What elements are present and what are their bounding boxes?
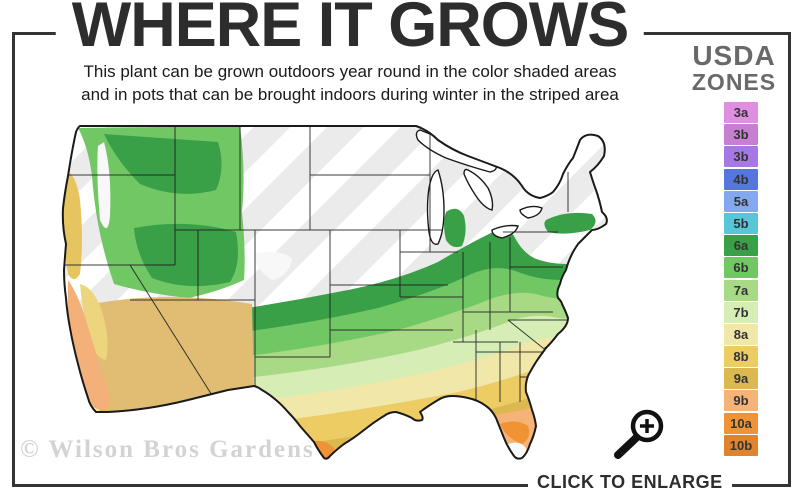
subtitle-line-2: and in pots that can be brought indoors … <box>81 84 619 104</box>
legend-zone-swatch: 5a <box>724 190 758 212</box>
oregon-coast-gold <box>62 170 82 279</box>
legend-zone-swatch: 10a <box>724 412 758 434</box>
magnifier-plus-icon[interactable] <box>607 404 671 466</box>
legend-zone-swatch: 8b <box>724 346 758 368</box>
usa-hardiness-zone-map[interactable] <box>48 112 673 474</box>
lake-ontario <box>519 205 543 219</box>
usda-heading-line-1: USDA <box>692 40 776 71</box>
legend-zone-swatch: 9a <box>724 368 758 390</box>
legend-zone-swatch: 7b <box>724 301 758 323</box>
zone-blob-10a-south-florida <box>500 421 530 444</box>
legend-zone-swatch: 9b <box>724 390 758 412</box>
california-coast-peach <box>68 280 110 410</box>
legend-zone-swatch: 7a <box>724 279 758 301</box>
subtitle-line-1: This plant can be grown outdoors year ro… <box>83 62 617 81</box>
legend-zone-swatch: 3b <box>724 146 758 168</box>
west-dark-green-south <box>134 223 238 287</box>
california-valley <box>80 284 108 360</box>
page-title: WHERE IT GROWS <box>55 0 645 58</box>
lake-huron <box>463 168 494 211</box>
legend-zone-swatch: 8a <box>724 323 758 345</box>
legend-zone-swatch: 4b <box>724 168 758 190</box>
subtitle: This plant can be grown outdoors year ro… <box>30 61 670 107</box>
us-outline <box>61 125 608 460</box>
new-england-coastal-green <box>544 212 596 234</box>
map-fill-layers <box>62 126 607 459</box>
watermark: © Wilson Bros Gardens <box>20 436 315 463</box>
cascades-white-patch <box>97 142 111 229</box>
legend-zone-swatch: 10b <box>724 434 758 456</box>
legend-zone-swatch: 6a <box>724 235 758 257</box>
michigan-green-tongue <box>444 208 466 248</box>
legend-zone-swatch: 3a <box>724 102 758 123</box>
rockies-white-patch <box>254 251 292 280</box>
west-dark-green-north <box>104 134 222 194</box>
usda-heading-line-2: ZONES <box>691 69 777 95</box>
click-to-enlarge-button[interactable]: CLICK TO ENLARGE <box>528 472 732 493</box>
usda-zone-legend: 3a 3b 3b 4b 5a 5b 6a 6b 7a 7b 8a 8b 9a 9b 10a 10b <box>724 102 758 457</box>
legend-zone-swatch: 6b <box>724 257 758 279</box>
legend-zone-swatch: 5b <box>724 212 758 234</box>
usda-zones-heading: USDA ZONES <box>682 40 786 95</box>
southwest-desert <box>91 297 254 414</box>
legend-zone-swatch: 3b <box>724 124 758 146</box>
